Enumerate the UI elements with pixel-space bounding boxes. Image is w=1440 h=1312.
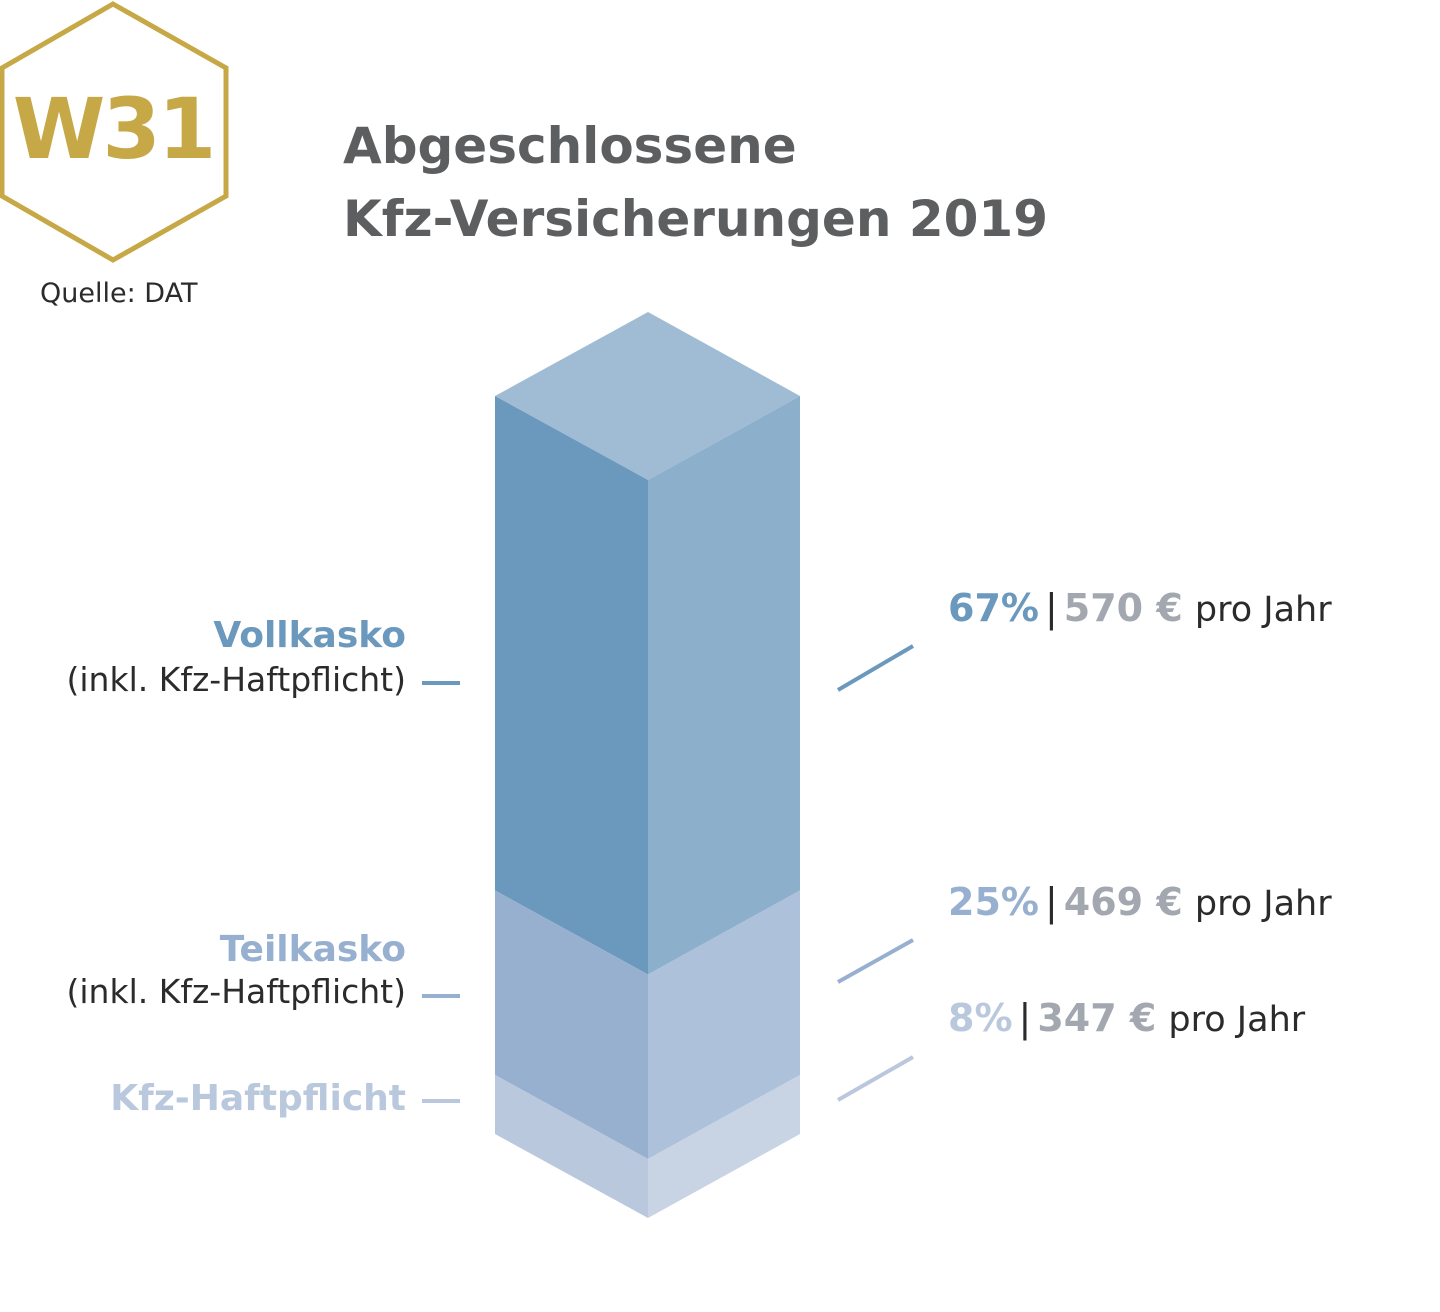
separator: | [1018,996,1032,1040]
value-vollkasko: 67% | 570 € pro Jahr [948,586,1332,630]
label-teilkasko-sub: (inkl. Kfz-Haftpflicht) [66,972,407,1011]
price-vollkasko: 570 € [1063,586,1183,630]
column-segment-right-vollkasko [648,396,800,975]
column-segment-right-teilkasko [648,890,800,1159]
per-year-vollkasko: pro Jahr [1194,590,1332,630]
leader-right-teilkasko [837,938,914,984]
chart-title: Abgeschlossene Kfz-Versicherungen 2019 [343,110,1048,256]
column-top-face [495,312,800,480]
chart-title-line-2: Kfz-Versicherungen 2019 [343,190,1049,248]
share-haftpflicht: 8% [948,996,1013,1040]
badge-label: W31 [12,80,217,178]
column-segment-left-haftpflicht [495,1074,648,1218]
share-vollkasko: 67% [948,586,1039,630]
column-segment-right-haftpflicht [648,1074,800,1218]
per-year-haftpflicht: pro Jahr [1168,1000,1306,1040]
leader-right-vollkasko [836,644,915,692]
price-haftpflicht: 347 € [1037,996,1157,1040]
chart-title-line-1: Abgeschlossene [343,117,797,175]
separator: | [1044,880,1058,924]
source-note: Quelle: DAT [40,278,198,309]
label-haftpflicht: Kfz-Haftpflicht [110,1078,406,1119]
share-teilkasko: 25% [948,880,1039,924]
per-year-teilkasko: pro Jahr [1194,884,1332,924]
w31-hexagon-logo [0,1,229,263]
leader-lines [422,644,915,1103]
label-teilkasko: Teilkasko [219,929,406,970]
price-teilkasko: 469 € [1063,880,1183,924]
value-haftpflicht: 8% | 347 € pro Jahr [948,996,1305,1040]
column-segment-left-teilkasko [495,890,648,1159]
column-segment-left-vollkasko [495,396,648,975]
label-vollkasko: Vollkasko [213,615,406,656]
label-vollkasko-sub: (inkl. Kfz-Haftpflicht) [66,660,407,699]
leader-right-haftpflicht [837,1055,914,1102]
value-teilkasko: 25% | 469 € pro Jahr [948,880,1332,924]
column [495,312,800,1218]
separator: | [1044,586,1058,630]
